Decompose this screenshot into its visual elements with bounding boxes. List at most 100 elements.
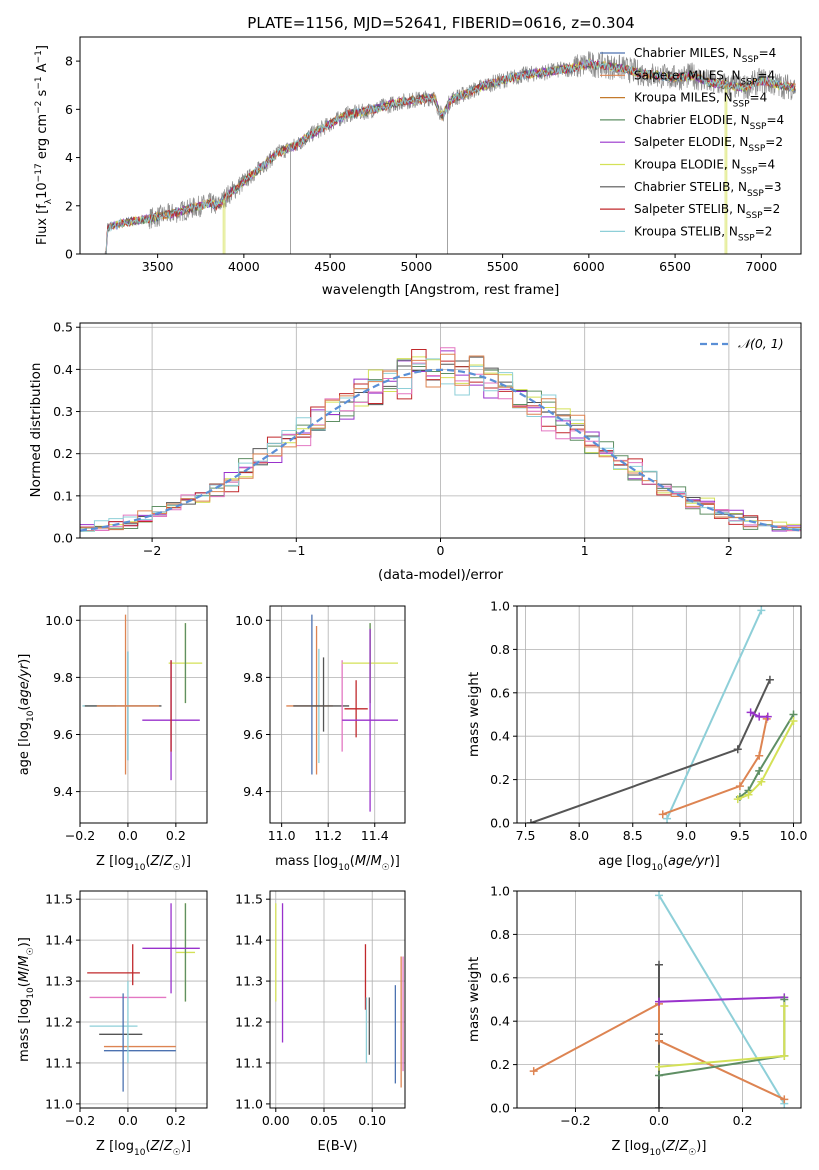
x-tick-label: 11.2 (314, 828, 342, 843)
x-tick-label: 9.5 (730, 828, 750, 843)
y-tick-label: 11.2 (45, 1015, 73, 1030)
legend-label: Salpeter STELIB, NSSP=2 (634, 202, 780, 221)
weight-marker (780, 1051, 789, 1060)
legend-label: Chabrier STELIB, NSSP=3 (634, 180, 782, 199)
x-tick-label: −2 (143, 543, 161, 558)
y-tick-label: 8 (65, 54, 73, 69)
y-tick-label: 11.3 (45, 974, 73, 989)
weight-line (662, 718, 768, 816)
plot-area (104, 51, 797, 254)
x-tick-label: 11.4 (361, 828, 389, 843)
weight-marker (663, 814, 672, 823)
x-tick-label: 2 (725, 543, 733, 558)
panel-spectrum: 3500 4000 4500 5000 5500 6000 6500 7000 0 2 4 6 8 Cha… (34, 36, 802, 298)
axes-frame (516, 605, 802, 824)
weight-marker (789, 717, 798, 726)
x-tick-label: 7000 (745, 259, 777, 274)
weight-marker (655, 1062, 663, 1071)
x-axis-label: E(B-V) (317, 1139, 357, 1154)
x-tick-label: 5500 (487, 259, 519, 274)
y-tick-label: 0.2 (53, 446, 73, 461)
plot-area (80, 347, 801, 538)
x-tick-label: 6500 (659, 259, 691, 274)
x-tick-label: 0.2 (733, 1113, 753, 1128)
weight-line (533, 1002, 785, 1101)
x-tick-label: 4000 (228, 259, 260, 274)
x-tick-label: 8.0 (569, 828, 589, 843)
legend-label: 𝒩(0, 1) (738, 336, 784, 351)
weight-marker (733, 745, 742, 754)
weight-marker (655, 1104, 663, 1108)
x-tick-label: 9.0 (676, 828, 696, 843)
legend-label: Chabrier MILES, NSSP=4 (634, 46, 776, 65)
y-axis-label: mass weight (466, 957, 482, 1042)
x-axis-label: (data-model)/error (378, 567, 504, 583)
y-tick-label: 2 (65, 198, 73, 213)
y-axis-label: age [log10(age/yr)] (17, 654, 36, 776)
y-axis-label: mass [log10(M/M☉)] (17, 937, 36, 1062)
y-tick-label: 11.4 (235, 933, 263, 948)
y-tick-label: 9.8 (53, 670, 73, 685)
y-tick-label: 0.0 (490, 1101, 510, 1116)
weight-marker (746, 708, 755, 717)
x-tick-label: 7.5 (516, 828, 536, 843)
x-tick-label: 5000 (400, 259, 432, 274)
weight-marker (655, 960, 663, 969)
x-tick-label: 0.00 (262, 1113, 290, 1128)
x-tick-label: 0.0 (649, 1113, 669, 1128)
x-tick-label: 4500 (314, 259, 346, 274)
weight-marker (733, 795, 742, 804)
y-tick-label: 4 (65, 150, 73, 165)
y-tick-label: 0.4 (490, 729, 510, 744)
figure-title: PLATE=1156, MJD=52641, FIBERID=0616, z=0… (247, 14, 634, 32)
y-tick-label: 11.2 (235, 1015, 263, 1030)
y-tick-label: 9.6 (53, 727, 73, 742)
plot-area (526, 606, 798, 823)
legend-label: Chabrier ELODIE, NSSP=4 (634, 113, 784, 132)
panel-age_vs_Z: −0.2 0.0 0.2 9.4 9.6 9.8 10.0 Z [log10(Z/Z☉)] ag… (17, 605, 208, 873)
weight-line (658, 996, 785, 1003)
y-tick-label: 11.5 (45, 892, 73, 907)
panel-weight_vs_age: 7.5 8.0 8.5 9.0 9.5 10.0 0.0 0.2 0.4 0.6 0.8 1.0 age… (466, 599, 807, 874)
x-axis-label: Z [log10(Z/Z☉)] (96, 1139, 191, 1158)
plot-area (82, 614, 203, 781)
x-axis-label: Z [log10(Z/Z☉)] (612, 1139, 707, 1158)
axes-frame (269, 605, 406, 824)
x-tick-label: 6000 (573, 259, 605, 274)
weight-marker (526, 819, 535, 823)
axes-frame (79, 36, 802, 255)
weight-marker (763, 712, 772, 721)
panel-mass_vs_ebv: 0.00 0.05 0.10 11.0 11.1 11.2 11.3 11.4 11.5 E(B-… (235, 890, 406, 1154)
y-tick-label: 11.4 (45, 933, 73, 948)
x-axis-label: age [log10(age/yr)] (598, 854, 720, 873)
x-tick-label: −0.2 (560, 1113, 590, 1128)
normal-distribution-curve (80, 368, 801, 532)
weight-line (666, 609, 763, 820)
y-tick-label: 11.1 (45, 1055, 73, 1070)
legend-label: Salpeter ELODIE, NSSP=2 (634, 135, 783, 154)
x-tick-label: 0.0 (118, 1113, 138, 1128)
x-tick-label: 0.2 (166, 1113, 186, 1128)
model-fit-line (105, 58, 796, 254)
y-axis-label: Normed distribution (28, 363, 44, 498)
legend-label: Salpeter MILES, NSSP=4 (634, 68, 775, 87)
y-tick-label: 0.0 (53, 531, 73, 546)
x-axis-label: mass [log10(M/M☉)] (275, 854, 400, 873)
weight-marker (655, 1071, 663, 1080)
y-axis-label: Flux [fλ10−17 erg cm−2 s−1 A−1] (34, 45, 54, 245)
panel-mass_vs_Z: −0.2 0.0 0.2 11.0 11.1 11.2 11.3 11.4 11.5 Z [log… (17, 890, 208, 1158)
weight-marker (780, 1095, 789, 1104)
weight-marker (735, 782, 744, 791)
weight-marker (755, 712, 764, 721)
y-tick-label: 0.3 (53, 404, 73, 419)
plot-area (286, 614, 399, 812)
y-tick-label: 1.0 (490, 599, 510, 614)
legend: Chabrier MILES, NSSP=4 Salpeter MILES, NS… (600, 46, 784, 243)
y-tick-label: 0.5 (53, 320, 73, 335)
y-tick-label: 6 (65, 102, 73, 117)
panel-age_vs_mass: 11.0 11.2 11.4 9.4 9.6 9.8 10.0 mass [log10(M/M… (235, 605, 406, 873)
weight-marker (655, 997, 663, 1006)
y-tick-label: 0 (65, 247, 73, 262)
x-tick-label: 1 (581, 543, 589, 558)
plot-area (275, 903, 404, 1088)
